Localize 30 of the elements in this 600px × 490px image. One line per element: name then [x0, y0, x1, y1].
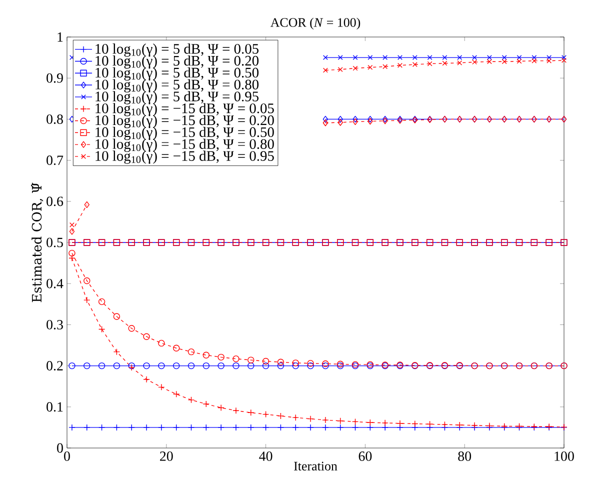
y-tick-label: 0.2 — [46, 361, 63, 371]
legend-label: 10 log$_{10}$(γ) = −15 dB, Ψ = 0.50 — [96, 126, 274, 140]
x-axis-title: Iteration — [294, 462, 338, 470]
legend-label: 10 log$_{10}$(γ) = 5 dB, Ψ = 0.50 — [96, 67, 259, 81]
y-axis-title: Estimated COR, Ψ̂ — [31, 182, 44, 302]
x-tick-label: 20 — [160, 452, 173, 461]
x-tick-label: 40 — [259, 452, 272, 461]
y-tick-label: 0.7 — [46, 156, 64, 166]
legend-label: 10 log$_{10}$(γ) = −15 dB, Ψ = 0.20 — [96, 114, 274, 128]
legend-label: 10 log$_{10}$(γ) = 5 dB, Ψ = 0.80 — [96, 79, 259, 92]
legend-label: 10 log$_{10}$(γ) = 5 dB, Ψ = 0.05 — [96, 44, 259, 57]
legend-label: 10 log$_{10}$(γ) = 5 dB, Ψ = 0.95 — [96, 91, 259, 104]
legend-label: 10 log$_{10}$(γ) = −15 dB, Ψ = 0.05 — [96, 103, 274, 116]
x-tick-label: 100 — [554, 452, 574, 461]
y-tick-label: 0.6 — [46, 196, 64, 206]
chart-title: ACOR (N = 100) — [270, 18, 360, 30]
y-tick-label: 0 — [57, 443, 63, 453]
x-tick-label: 0 — [64, 452, 70, 461]
y-tick-label: 0.5 — [46, 238, 63, 248]
legend-label: 10 log$_{10}$(γ) = 5 dB, Ψ = 0.20 — [96, 55, 259, 69]
x-tick-label: 80 — [458, 452, 472, 461]
legend-label: 10 log$_{10}$(γ) = −15 dB, Ψ = 0.95 — [96, 150, 274, 164]
x-tick-label: 60 — [358, 452, 372, 461]
y-tick-label: 0.4 — [46, 278, 64, 288]
legend-label: 10 log$_{10}$(γ) = −15 dB, Ψ = 0.80 — [96, 138, 274, 152]
y-tick-label: 0.8 — [46, 114, 63, 124]
y-tick-label: 0.9 — [46, 73, 63, 83]
y-tick-label: 1 — [58, 32, 63, 42]
y-tick-label: 0.1 — [46, 402, 63, 412]
y-tick-label: 0.3 — [46, 320, 63, 330]
